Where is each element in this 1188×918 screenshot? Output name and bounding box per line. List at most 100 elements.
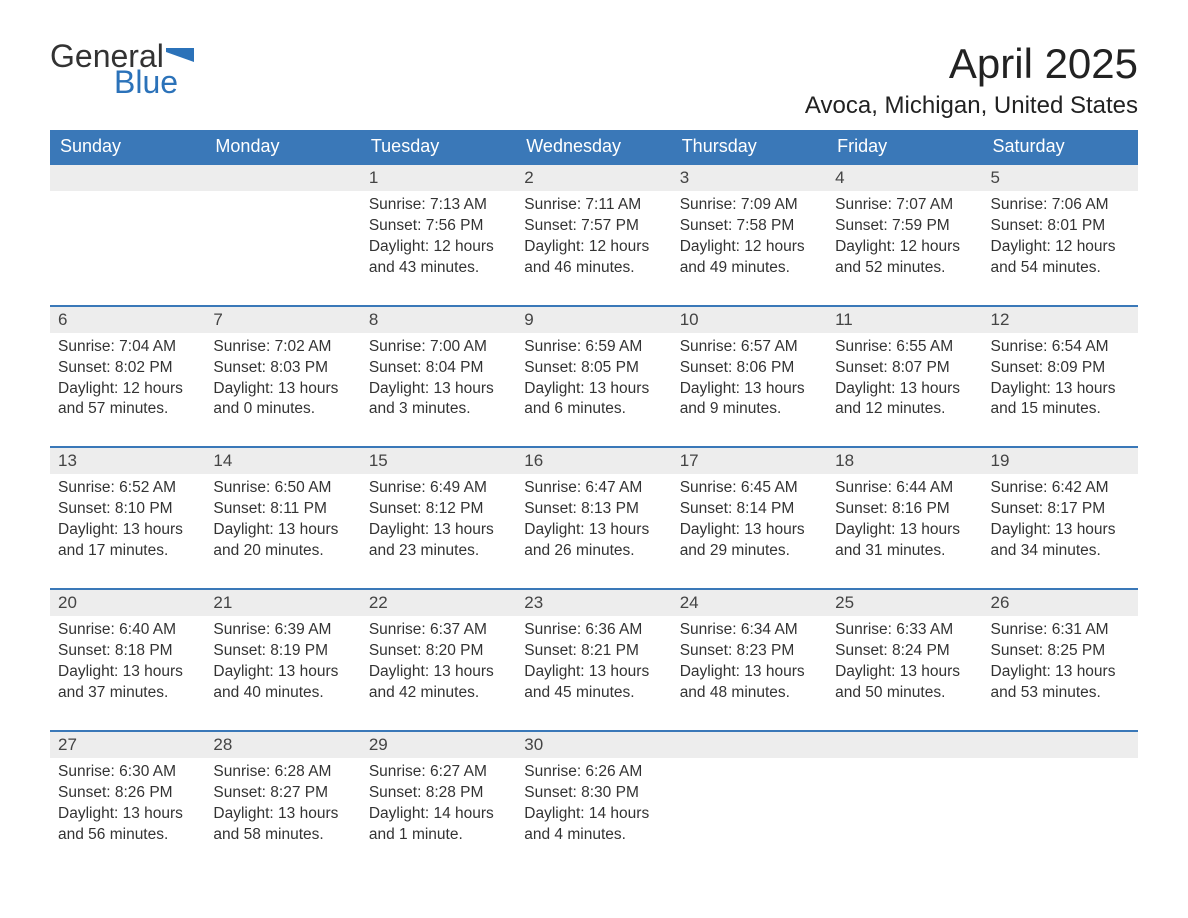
- daylight-line: Daylight: 14 hours and 1 minute.: [369, 804, 508, 846]
- day-body: Sunrise: 6:40 AMSunset: 8:18 PMDaylight:…: [50, 616, 205, 730]
- sunset-line: Sunset: 8:07 PM: [835, 358, 974, 379]
- sunrise-line: Sunrise: 6:55 AM: [835, 337, 974, 358]
- calendar-day-cell: 25Sunrise: 6:33 AMSunset: 8:24 PMDayligh…: [827, 589, 982, 731]
- daylight-line: Daylight: 12 hours and 49 minutes.: [680, 237, 819, 279]
- calendar-table: SundayMondayTuesdayWednesdayThursdayFrid…: [50, 130, 1138, 871]
- calendar-week-row: 20Sunrise: 6:40 AMSunset: 8:18 PMDayligh…: [50, 589, 1138, 731]
- day-body: Sunrise: 6:28 AMSunset: 8:27 PMDaylight:…: [205, 758, 360, 872]
- daylight-line: Daylight: 13 hours and 20 minutes.: [213, 520, 352, 562]
- calendar-day-cell: [983, 731, 1138, 872]
- calendar-day-cell: 10Sunrise: 6:57 AMSunset: 8:06 PMDayligh…: [672, 306, 827, 448]
- sunset-line: Sunset: 8:06 PM: [680, 358, 819, 379]
- day-body: [827, 758, 982, 858]
- sunset-line: Sunset: 8:21 PM: [524, 641, 663, 662]
- sunrise-line: Sunrise: 6:52 AM: [58, 478, 197, 499]
- calendar-week-row: 13Sunrise: 6:52 AMSunset: 8:10 PMDayligh…: [50, 447, 1138, 589]
- day-body: Sunrise: 6:30 AMSunset: 8:26 PMDaylight:…: [50, 758, 205, 872]
- day-number: 2: [516, 165, 671, 191]
- calendar-day-cell: [672, 731, 827, 872]
- day-body: Sunrise: 6:36 AMSunset: 8:21 PMDaylight:…: [516, 616, 671, 730]
- day-body: Sunrise: 6:55 AMSunset: 8:07 PMDaylight:…: [827, 333, 982, 447]
- sunrise-line: Sunrise: 7:02 AM: [213, 337, 352, 358]
- sunset-line: Sunset: 8:03 PM: [213, 358, 352, 379]
- sunrise-line: Sunrise: 6:42 AM: [991, 478, 1130, 499]
- day-body: [983, 758, 1138, 858]
- sunset-line: Sunset: 8:23 PM: [680, 641, 819, 662]
- calendar-day-cell: 5Sunrise: 7:06 AMSunset: 8:01 PMDaylight…: [983, 164, 1138, 306]
- day-number: 11: [827, 307, 982, 333]
- daylight-line: Daylight: 12 hours and 52 minutes.: [835, 237, 974, 279]
- title-block: April 2025 Avoca, Michigan, United State…: [805, 40, 1138, 120]
- calendar-day-cell: [50, 164, 205, 306]
- day-number: [672, 732, 827, 758]
- daylight-line: Daylight: 13 hours and 58 minutes.: [213, 804, 352, 846]
- daylight-line: Daylight: 13 hours and 56 minutes.: [58, 804, 197, 846]
- day-number: 28: [205, 732, 360, 758]
- calendar-day-cell: 21Sunrise: 6:39 AMSunset: 8:19 PMDayligh…: [205, 589, 360, 731]
- daylight-line: Daylight: 13 hours and 42 minutes.: [369, 662, 508, 704]
- day-body: Sunrise: 6:57 AMSunset: 8:06 PMDaylight:…: [672, 333, 827, 447]
- day-number: 15: [361, 448, 516, 474]
- calendar-day-cell: 9Sunrise: 6:59 AMSunset: 8:05 PMDaylight…: [516, 306, 671, 448]
- sunset-line: Sunset: 8:27 PM: [213, 783, 352, 804]
- sunset-line: Sunset: 8:10 PM: [58, 499, 197, 520]
- sunset-line: Sunset: 8:18 PM: [58, 641, 197, 662]
- day-number: 9: [516, 307, 671, 333]
- page-header: General Blue April 2025 Avoca, Michigan,…: [50, 40, 1138, 120]
- daylight-line: Daylight: 13 hours and 9 minutes.: [680, 379, 819, 421]
- day-body: Sunrise: 7:02 AMSunset: 8:03 PMDaylight:…: [205, 333, 360, 447]
- daylight-line: Daylight: 13 hours and 37 minutes.: [58, 662, 197, 704]
- day-number: 18: [827, 448, 982, 474]
- location-subtitle: Avoca, Michigan, United States: [805, 92, 1138, 120]
- sunset-line: Sunset: 8:26 PM: [58, 783, 197, 804]
- day-number: 14: [205, 448, 360, 474]
- calendar-day-cell: 13 Sunrise: 6:52 AMSunset: 8:10 PMDayligh…: [50, 447, 205, 589]
- calendar-header-row: SundayMondayTuesdayWednesdayThursdayFrid…: [50, 130, 1138, 164]
- daylight-line: Daylight: 13 hours and 40 minutes.: [213, 662, 352, 704]
- day-number: 22: [361, 590, 516, 616]
- calendar-day-cell: 19Sunrise: 6:42 AMSunset: 8:17 PMDayligh…: [983, 447, 1138, 589]
- day-body: Sunrise: 6:34 AMSunset: 8:23 PMDaylight:…: [672, 616, 827, 730]
- sunrise-line: Sunrise: 7:11 AM: [524, 195, 663, 216]
- sunset-line: Sunset: 8:04 PM: [369, 358, 508, 379]
- weekday-header: Sunday: [50, 130, 205, 164]
- month-title: April 2025: [805, 40, 1138, 88]
- day-body: Sunrise: 6:44 AMSunset: 8:16 PMDaylight:…: [827, 474, 982, 588]
- day-body: Sunrise: 6:26 AMSunset: 8:30 PMDaylight:…: [516, 758, 671, 872]
- day-number: 26: [983, 590, 1138, 616]
- daylight-line: Daylight: 12 hours and 46 minutes.: [524, 237, 663, 279]
- calendar-day-cell: 2Sunrise: 7:11 AMSunset: 7:57 PMDaylight…: [516, 164, 671, 306]
- sunrise-line: Sunrise: 6:34 AM: [680, 620, 819, 641]
- day-body: Sunrise: 6:31 AMSunset: 8:25 PMDaylight:…: [983, 616, 1138, 730]
- logo: General Blue: [50, 40, 194, 98]
- daylight-line: Daylight: 12 hours and 54 minutes.: [991, 237, 1130, 279]
- sunset-line: Sunset: 8:19 PM: [213, 641, 352, 662]
- day-number: 13: [50, 448, 205, 474]
- day-number: 19: [983, 448, 1138, 474]
- day-number: 27: [50, 732, 205, 758]
- sunset-line: Sunset: 8:09 PM: [991, 358, 1130, 379]
- day-body: Sunrise: 7:04 AMSunset: 8:02 PMDaylight:…: [50, 333, 205, 447]
- daylight-line: Daylight: 12 hours and 57 minutes.: [58, 379, 197, 421]
- calendar-day-cell: 17Sunrise: 6:45 AMSunset: 8:14 PMDayligh…: [672, 447, 827, 589]
- day-number: [983, 732, 1138, 758]
- sunset-line: Sunset: 8:12 PM: [369, 499, 508, 520]
- day-body: Sunrise: 7:06 AMSunset: 8:01 PMDaylight:…: [983, 191, 1138, 305]
- day-number: 29: [361, 732, 516, 758]
- day-number: 4: [827, 165, 982, 191]
- day-number: 30: [516, 732, 671, 758]
- sunrise-line: Sunrise: 6:26 AM: [524, 762, 663, 783]
- calendar-day-cell: 24Sunrise: 6:34 AMSunset: 8:23 PMDayligh…: [672, 589, 827, 731]
- day-number: [50, 165, 205, 191]
- calendar-day-cell: 3Sunrise: 7:09 AMSunset: 7:58 PMDaylight…: [672, 164, 827, 306]
- sunset-line: Sunset: 8:28 PM: [369, 783, 508, 804]
- sunrise-line: Sunrise: 6:49 AM: [369, 478, 508, 499]
- day-body: Sunrise: 7:09 AMSunset: 7:58 PMDaylight:…: [672, 191, 827, 305]
- sunrise-line: Sunrise: 6:47 AM: [524, 478, 663, 499]
- daylight-line: Daylight: 13 hours and 3 minutes.: [369, 379, 508, 421]
- daylight-line: Daylight: 13 hours and 17 minutes.: [58, 520, 197, 562]
- weekday-header: Wednesday: [516, 130, 671, 164]
- day-number: 25: [827, 590, 982, 616]
- sunrise-line: Sunrise: 6:45 AM: [680, 478, 819, 499]
- day-number: 3: [672, 165, 827, 191]
